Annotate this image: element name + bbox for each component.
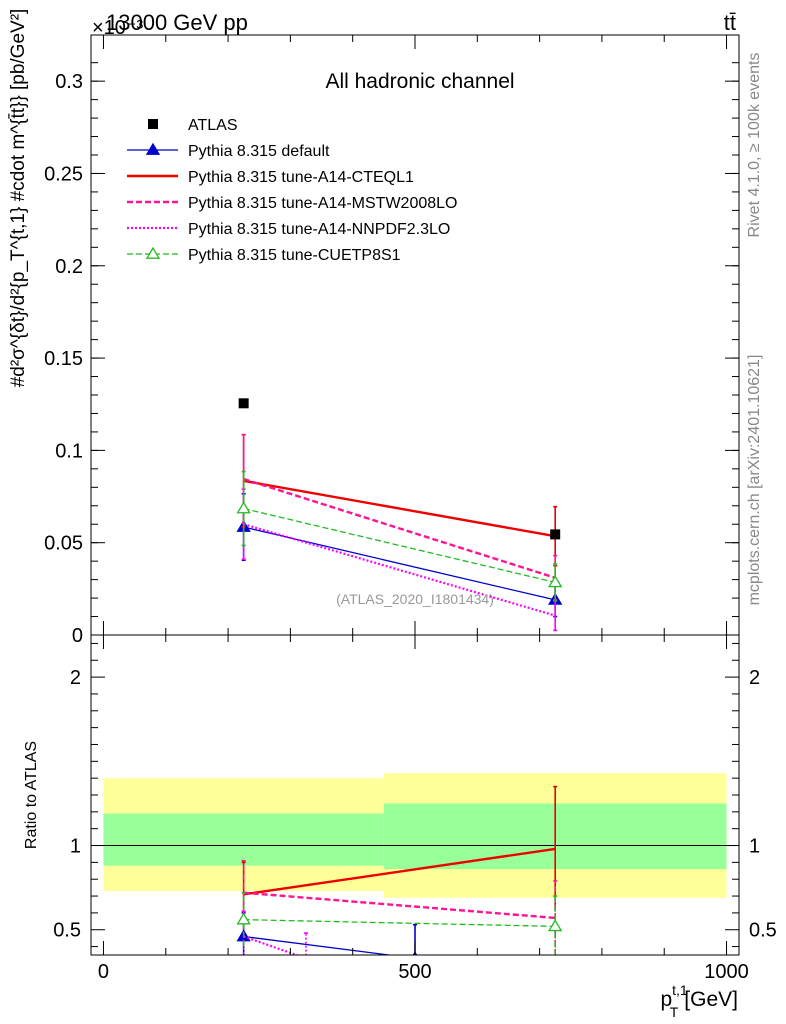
rivet-label: Rivet 4.1.0, ≥ 100k events bbox=[746, 53, 763, 238]
xlabel-main: p bbox=[660, 988, 672, 1011]
main-ytick-label: 0.15 bbox=[44, 348, 83, 370]
legend: ATLAS Pythia 8.315 default Pythia 8.315 tu… bbox=[127, 117, 457, 264]
main-marker bbox=[236, 501, 251, 514]
main-series bbox=[236, 398, 563, 632]
main-ytick-label: 0.2 bbox=[55, 256, 83, 278]
ratio-ytick-label-right: 2 bbox=[749, 667, 760, 689]
legend-marker bbox=[145, 246, 161, 259]
legend-label: Pythia 8.315 tune-A14-CTEQL1 bbox=[188, 169, 414, 186]
ratio-line bbox=[243, 847, 556, 896]
xtick-label: 0 bbox=[98, 961, 109, 983]
exponent-label: ×10⁻³ bbox=[92, 17, 143, 39]
main-ticks bbox=[91, 35, 739, 636]
header-right: tt̄ bbox=[724, 10, 736, 35]
ratio-ytick-label-right: 0.5 bbox=[749, 920, 777, 942]
main-ytick-label: 0 bbox=[72, 625, 83, 647]
mcplots-label: mcplots.cern.ch [arXiv:2401.10621] bbox=[746, 355, 763, 606]
ratio-ylabel: Ratio to ATLAS bbox=[23, 741, 40, 849]
legend-marker bbox=[148, 119, 158, 129]
legend-label: Pythia 8.315 default bbox=[188, 143, 330, 160]
chart-title: All hadronic channel bbox=[325, 70, 514, 93]
main-line bbox=[243, 477, 556, 579]
main-marker bbox=[548, 575, 563, 588]
main-line bbox=[243, 507, 556, 584]
ratio-line bbox=[243, 918, 556, 928]
main-line bbox=[243, 526, 556, 601]
ratio-bands bbox=[103, 773, 727, 898]
ratio-marker bbox=[236, 912, 251, 925]
main-ytick-label: 0.3 bbox=[55, 71, 83, 93]
main-ytick-labels: 0 0.05 0.1 0.15 0.2 0.25 0.3 bbox=[44, 71, 83, 647]
legend-label: Pythia 8.315 tune-A14-MSTW2008LO bbox=[188, 195, 457, 212]
xtick-label: 1000 bbox=[704, 961, 749, 983]
atlas-point bbox=[550, 529, 561, 540]
atlas-point bbox=[238, 398, 249, 409]
ratio-ticks bbox=[91, 635, 739, 955]
main-line bbox=[243, 479, 556, 538]
main-ytick-label: 0.05 bbox=[44, 533, 83, 555]
analysis-id: (ATLAS_2020_I1801434) bbox=[336, 591, 494, 607]
ratio-frame bbox=[90, 634, 740, 956]
xlabel-sub: T bbox=[670, 1004, 679, 1020]
xlabel: pt,1 T [GeV] bbox=[660, 982, 738, 1020]
ratio-band-inner bbox=[103, 813, 384, 866]
ratio-ytick-label: 1 bbox=[70, 836, 81, 858]
xtick-label: 500 bbox=[398, 961, 431, 983]
main-ylabel: #d²σ^{δt}/d²{p_T^{t,1} #cdot m^{t̄t}} [p… bbox=[8, 9, 29, 388]
header-left: 13000 GeV pp bbox=[106, 10, 248, 35]
legend-marker bbox=[145, 142, 161, 155]
ratio-ytick-label-right: 1 bbox=[749, 836, 760, 858]
main-ytick-label: 0.25 bbox=[44, 163, 83, 185]
ratio-ytick-label: 0.5 bbox=[53, 920, 81, 942]
ratio-line bbox=[243, 891, 556, 920]
legend-label: Pythia 8.315 tune-CUETP8S1 bbox=[188, 247, 401, 264]
ratio-line bbox=[243, 935, 300, 955]
legend-label: Pythia 8.315 tune-A14-NNPDF2.3LO bbox=[188, 221, 450, 238]
legend-label: ATLAS bbox=[188, 117, 238, 134]
ratio-ytick-label: 2 bbox=[70, 667, 81, 689]
ratio-panel: 0.5 0.5 1 1 2 2 Ratio to ATLAS 0 500 1000 pt,1 T… bbox=[23, 634, 777, 1020]
ratio-marker bbox=[548, 919, 563, 932]
xlabel-sup: t,1 bbox=[672, 982, 688, 998]
xlabel-unit: [GeV] bbox=[684, 988, 738, 1011]
xtick-labels: 0 500 1000 bbox=[98, 961, 749, 983]
ratio-ytick-labels: 0.5 0.5 1 1 2 2 bbox=[53, 667, 777, 942]
main-ytick-label: 0.1 bbox=[55, 440, 83, 462]
main-panel: 0 0.05 0.1 0.15 0.2 0.25 0.3 All hadronic chan… bbox=[8, 9, 740, 647]
